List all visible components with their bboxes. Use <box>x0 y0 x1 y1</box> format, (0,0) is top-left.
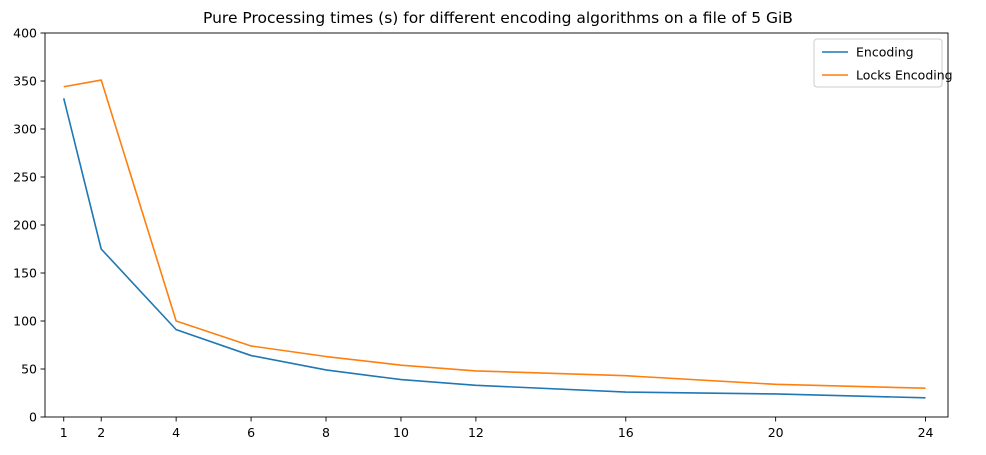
series-line-encoding <box>64 98 926 398</box>
x-tick-label: 10 <box>393 425 409 440</box>
x-tick-label: 24 <box>918 425 934 440</box>
x-tick-label: 12 <box>468 425 484 440</box>
legend-label: Encoding <box>856 45 914 60</box>
y-tick-label: 300 <box>13 122 37 137</box>
x-tick-label: 8 <box>322 425 330 440</box>
legend-label: Locks Encoding <box>856 68 953 83</box>
x-tick-label: 2 <box>97 425 105 440</box>
x-tick-label: 16 <box>618 425 634 440</box>
plot-frame <box>45 33 948 417</box>
x-tick-label: 4 <box>172 425 180 440</box>
legend: Encoding Locks Encoding <box>814 39 953 87</box>
series-line-locks-encoding <box>64 80 926 388</box>
y-tick-label: 50 <box>21 362 37 377</box>
chart-title: Pure Processing times (s) for different … <box>203 9 793 27</box>
y-tick-label: 350 <box>13 74 37 89</box>
x-tick-label: 6 <box>247 425 255 440</box>
x-tick-label: 1 <box>60 425 68 440</box>
x-tick-label: 20 <box>768 425 784 440</box>
y-tick-label: 100 <box>13 314 37 329</box>
y-tick-label: 250 <box>13 170 37 185</box>
y-tick-label: 200 <box>13 218 37 233</box>
series-lines <box>64 80 926 398</box>
y-tick-label: 150 <box>13 266 37 281</box>
y-tick-label: 400 <box>13 26 37 41</box>
y-tick-label: 0 <box>29 410 37 425</box>
